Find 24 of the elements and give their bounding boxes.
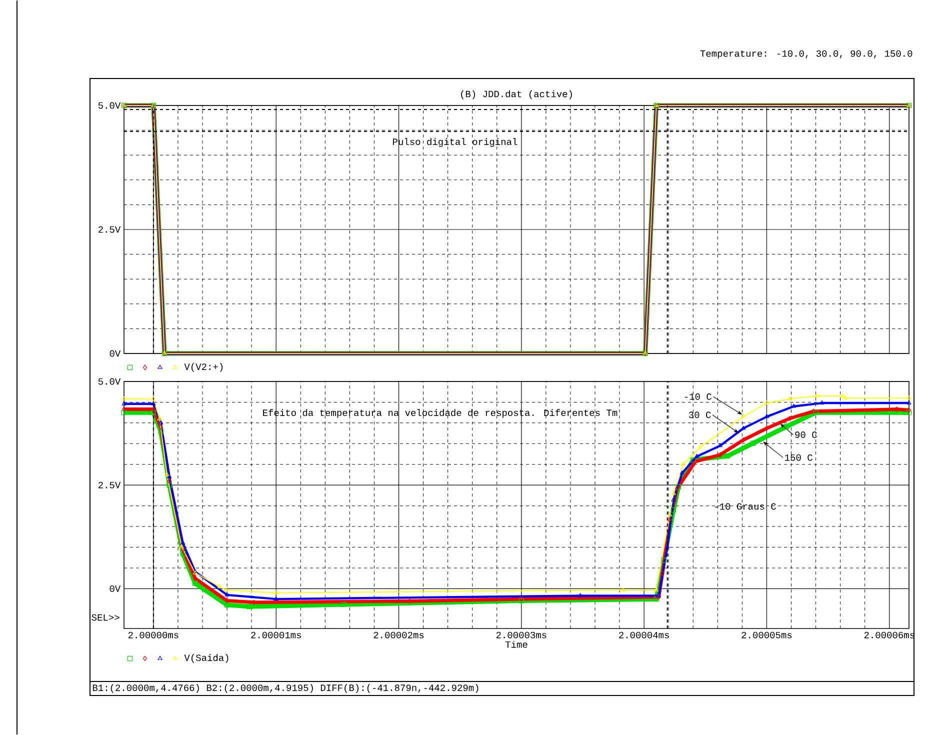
text: B1:(2.0000m,4.4766) B2:(2.0000m,4.9195) DIFF(B):(-41.879n,-442.929m) [92, 684, 478, 693]
y-tick-label: 5.0V [98, 378, 121, 385]
annotation: 30 C [689, 412, 711, 418]
y-tick-label: 2.5V [98, 482, 121, 488]
x-tick-label: 2.00001ms [251, 632, 301, 638]
annotation: -10 C [684, 393, 712, 400]
y-tick-label: 0V [110, 350, 121, 357]
legend-label: V(V2:+) [184, 363, 223, 372]
x-tick-label: 2.00002ms [374, 632, 424, 638]
x-tick-label: 2.00005ms [742, 632, 792, 638]
chart-subtitle: Temperature: -10.0, 30.0, 90.0, 150.0 [700, 50, 912, 59]
y-tick-label: 2.5V [98, 226, 121, 233]
x-tick-label: 2.00006ms [864, 632, 914, 638]
text: SEL>> [92, 614, 120, 621]
y-tick-label: 0V [110, 585, 121, 592]
x-tick-label: 2.00000ms [128, 632, 178, 638]
y-tick-label: 5.0V [98, 102, 121, 109]
annotation: 150 C [785, 454, 812, 461]
x-axis-title: Time [505, 640, 528, 648]
chart-title: (B) JDD.dat (active) [461, 90, 572, 100]
x-tick-label: 2.00003ms [496, 632, 546, 638]
legend-label: V(Saida) [184, 654, 228, 663]
x-tick-label: 2.00004ms [619, 632, 669, 638]
annotation: 90 C [795, 432, 817, 438]
